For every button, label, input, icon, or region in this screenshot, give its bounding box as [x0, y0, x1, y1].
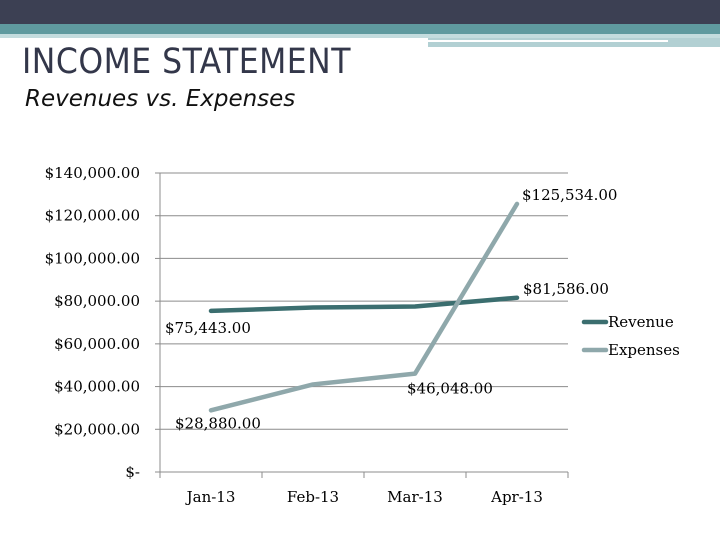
- data-label-revenue: $81,586.00: [523, 280, 609, 298]
- header-band-teal: [0, 24, 720, 34]
- series-line-revenue: [208, 295, 520, 314]
- data-label-expenses: $125,534.00: [522, 186, 617, 204]
- data-label-expenses: $46,048.00: [407, 380, 493, 398]
- data-label-revenue: $75,443.00: [165, 319, 251, 337]
- header-band-dark: [0, 0, 720, 24]
- header-band-line: [428, 40, 668, 42]
- y-tick-label: $100,000.00: [45, 249, 140, 267]
- slide-title: INCOME STATEMENT: [22, 42, 351, 82]
- x-tick-label: Apr-13: [490, 488, 543, 506]
- y-tick-label: $80,000.00: [54, 292, 140, 310]
- y-tick-label: $40,000.00: [54, 378, 140, 396]
- x-tick-label: Jan-13: [185, 488, 236, 506]
- y-tick-label: $-: [125, 463, 140, 481]
- x-tick-label: Mar-13: [387, 488, 443, 506]
- y-tick-label: $140,000.00: [45, 164, 140, 182]
- x-tick-label: Feb-13: [287, 488, 339, 506]
- legend-label-expenses: Expenses: [608, 341, 680, 359]
- y-tick-label: $60,000.00: [54, 335, 140, 353]
- y-tick-label: $120,000.00: [45, 207, 140, 225]
- data-label-expenses: $28,880.00: [175, 414, 261, 432]
- header-band-light: [0, 34, 720, 38]
- series-line-expenses: [208, 201, 520, 413]
- slide-subtitle: Revenues vs. Expenses: [25, 86, 296, 112]
- y-tick-label: $20,000.00: [54, 420, 140, 438]
- legend-label-revenue: Revenue: [608, 313, 674, 331]
- header-band-right: [428, 38, 720, 47]
